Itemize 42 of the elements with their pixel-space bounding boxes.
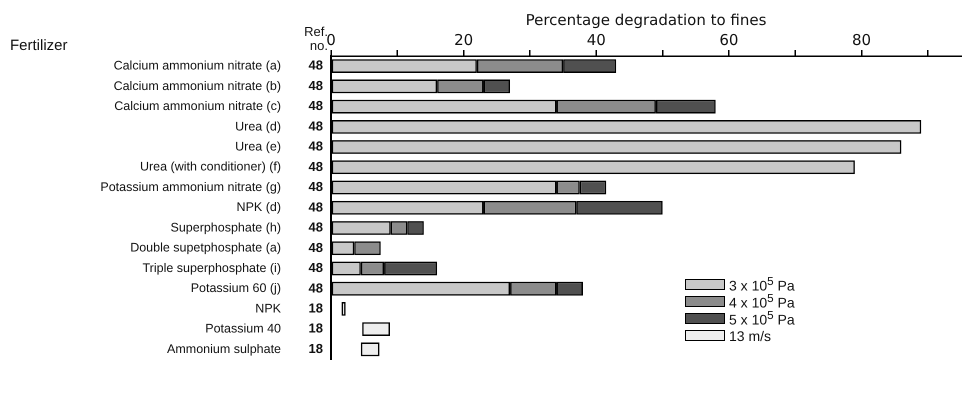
legend-label: 4 x 10$^{5}$ Pa (729, 292, 795, 311)
text: 48 (308, 199, 323, 214)
y-tick-label: Urea (d) (235, 119, 281, 134)
y-tick-label: NPK (255, 301, 282, 316)
legend-label: 5 x 10$^{5}$ Pa (729, 309, 795, 328)
y-tick-label: Ammonium sulphate (167, 342, 282, 356)
y-tick-label: Potassium 60 (j) (190, 281, 281, 296)
y-tick-label: Calcium ammonium nitrate (b) (114, 78, 281, 93)
y-tick-label: Triple superphosphate (i) (142, 260, 281, 275)
y-tick-label: Calcium ammonium nitrate (c) (114, 99, 281, 114)
text: 18 (308, 300, 323, 316)
text: 48 (308, 118, 323, 134)
x-tick-label: 60 (719, 30, 738, 49)
text: 48 (308, 98, 323, 114)
text: 48 (308, 220, 323, 235)
text: Fertilizer (10, 37, 68, 54)
y-tick-label: Urea (e) (235, 140, 281, 154)
y-tick-label: Urea (with conditioner) (f) (140, 160, 281, 174)
y-tick-label: Potassium 40 (205, 322, 282, 336)
text: 18 (308, 340, 323, 356)
text: 48 (308, 158, 323, 174)
text: 48 (308, 138, 323, 154)
legend-label: 13 m/s (729, 328, 772, 344)
y-tick-label: Superphosphate (h) (170, 220, 281, 234)
x-tick-label: 0 (326, 30, 336, 49)
text: 48 (308, 58, 323, 73)
x-tick-label: 80 (852, 30, 872, 49)
x-axis-title: Percentage degradation to fines (526, 10, 767, 29)
y-tick-label: Potassium ammonium nitrate (g) (100, 180, 281, 194)
y-tick-label: Calcium ammonium nitrate (a) (114, 58, 281, 73)
text: 48 (308, 240, 323, 255)
y-tick-label: Double supetphosphate (a) (130, 240, 281, 255)
text: Ref. no. (304, 24, 328, 53)
text: 18 (308, 320, 323, 336)
text: 48 (308, 260, 323, 276)
text: 48 (308, 78, 323, 93)
x-tick-label: 40 (586, 30, 606, 49)
text: 48 (308, 179, 323, 194)
legend-label: 3 x 10$^{5}$ Pa (729, 275, 795, 294)
x-tick-label: 20 (454, 30, 474, 49)
y-tick-label: NPK (d) (236, 200, 281, 214)
text: 48 (308, 280, 323, 296)
